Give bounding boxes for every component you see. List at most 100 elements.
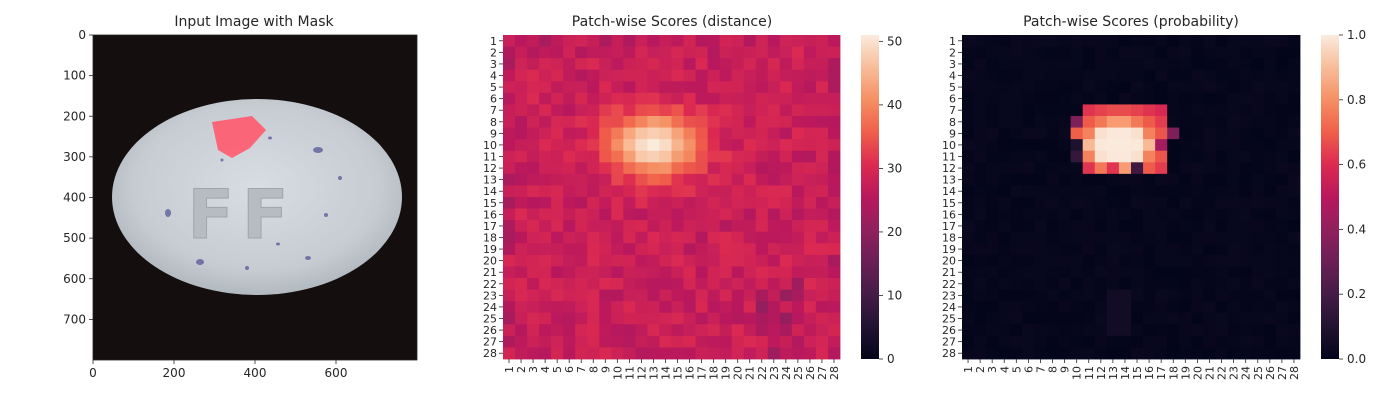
probability-cell: [1106, 139, 1120, 152]
probability-cell: [1191, 173, 1204, 186]
probability-cell: [1131, 347, 1144, 360]
probability-cell: [1287, 116, 1301, 128]
distance-cell: [827, 139, 841, 152]
probability-cell: [1082, 278, 1096, 290]
distance-cell: [827, 278, 841, 290]
distance-cell: [671, 197, 684, 209]
distance-cell: [707, 301, 721, 314]
probability-cell: [1179, 312, 1192, 325]
probability-row-label: 26: [942, 324, 956, 337]
distance-cell: [575, 324, 588, 337]
distance-cell: [611, 69, 624, 82]
probability-cell: [1034, 278, 1047, 290]
distance-cell: [803, 289, 817, 302]
probability-heatmap-ticks: 1122334455667788991010111112121313141415…: [942, 35, 1301, 380]
distance-cell: [827, 116, 841, 128]
distance-cell: [671, 301, 684, 314]
distance-cell: [503, 312, 516, 325]
distance-cell: [503, 231, 516, 244]
probability-cell: [1251, 46, 1265, 59]
probability-cell: [1022, 335, 1035, 348]
probability-row-label: 24: [942, 301, 956, 314]
probability-cell: [962, 58, 975, 71]
distance-cell: [671, 81, 684, 94]
distance-cell: [695, 58, 709, 71]
distance-cell: [743, 220, 757, 233]
probability-cell: [1227, 46, 1241, 59]
probability-cell: [1227, 127, 1241, 140]
distance-cell: [623, 208, 636, 221]
probability-colorbar-tick-label: 0.0: [1347, 352, 1366, 366]
probability-cell: [1046, 150, 1059, 163]
probability-cell: [962, 81, 975, 94]
distance-cell: [599, 92, 612, 105]
probability-cell: [1215, 324, 1228, 337]
probability-cell: [1082, 231, 1096, 244]
distance-cell: [659, 243, 672, 256]
distance-cell: [695, 92, 709, 105]
probability-cell: [1179, 127, 1192, 140]
probability-cell: [1034, 127, 1047, 140]
probability-cell: [1251, 220, 1265, 233]
distance-cell: [599, 197, 612, 209]
distance-cell: [647, 127, 660, 140]
probability-cell: [1082, 197, 1096, 209]
probability-cell: [986, 173, 999, 186]
distance-cell: [623, 254, 636, 267]
distance-cell: [659, 220, 672, 233]
distance-cell: [599, 254, 612, 267]
probability-cell: [1155, 69, 1168, 82]
distance-cell: [671, 150, 684, 163]
probability-cell: [1143, 185, 1156, 198]
distance-cell: [623, 69, 636, 82]
probability-cell: [1215, 312, 1228, 325]
distance-cell: [587, 243, 600, 256]
probability-cell: [1046, 208, 1059, 221]
distance-cell: [707, 185, 721, 198]
probability-cell: [1094, 312, 1108, 325]
probability-cell: [1263, 127, 1277, 140]
probability-cell: [1106, 312, 1120, 325]
distance-cell: [755, 162, 769, 175]
probability-cell: [962, 243, 975, 256]
distance-cell: [695, 162, 709, 175]
probability-cell: [1179, 289, 1192, 302]
probability-cell: [1070, 347, 1084, 360]
distance-row-label: 6: [490, 93, 497, 106]
distance-cell: [779, 150, 793, 163]
distance-cell: [803, 35, 817, 47]
probability-col-label: 3: [986, 366, 999, 373]
distance-cell: [587, 335, 600, 348]
distance-cell: [599, 46, 612, 59]
distance-cell: [635, 127, 648, 140]
distance-cell: [575, 81, 588, 94]
distance-cell: [647, 324, 660, 337]
probability-cell: [1179, 208, 1192, 221]
distance-cell: [527, 162, 540, 175]
probability-cell: [1070, 92, 1084, 105]
distance-cell: [719, 104, 733, 117]
probability-cell: [1118, 278, 1132, 290]
probability-cell: [1155, 81, 1168, 94]
probability-cell: [1191, 162, 1204, 175]
probability-heatmap-title: Patch-wise Scores (probability): [1023, 14, 1239, 30]
distance-cell: [659, 208, 672, 221]
distance-cell: [575, 197, 588, 209]
distance-row-label: 22: [483, 278, 497, 291]
probability-cell: [1094, 243, 1108, 256]
distance-cell: [647, 254, 660, 267]
distance-cell: [587, 312, 600, 325]
distance-cell: [599, 266, 612, 279]
probability-cell: [1203, 69, 1216, 82]
distance-cell: [635, 266, 648, 279]
probability-cell: [1034, 220, 1047, 233]
distance-cell: [587, 266, 600, 279]
probability-cell: [1094, 127, 1108, 140]
distance-cell: [635, 46, 648, 59]
distance-cell: [755, 150, 769, 163]
distance-cell: [779, 46, 793, 59]
distance-cell: [575, 347, 588, 360]
distance-cell: [695, 35, 709, 47]
probability-cell: [1251, 324, 1265, 337]
probability-cell: [1191, 127, 1204, 140]
